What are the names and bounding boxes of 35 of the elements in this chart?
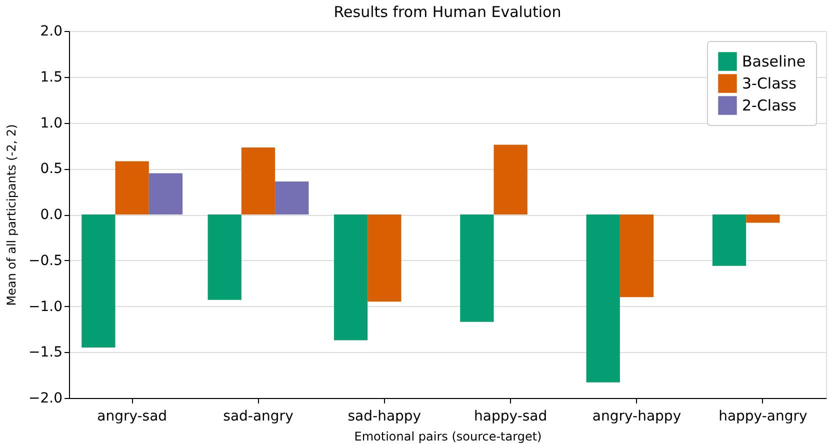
legend-label: Baseline [742, 52, 806, 70]
bar [241, 148, 276, 214]
bar [115, 161, 149, 214]
y-tick-label: −2.0 [28, 390, 62, 406]
bar [746, 214, 780, 223]
bar [368, 214, 402, 302]
x-tick-label: angry-happy [592, 408, 682, 424]
y-tick-label: −1.0 [28, 298, 62, 315]
x-axis-title: Emotional pairs (source-target) [354, 430, 542, 444]
bar [712, 214, 746, 266]
x-tick-label: happy-angry [718, 408, 808, 424]
bar [148, 173, 183, 214]
y-tick-label: 0.0 [40, 207, 62, 223]
y-tick-label: −1.5 [28, 344, 62, 361]
bar [334, 214, 368, 340]
chart-title: Results from Human Evalution [334, 3, 562, 21]
y-tick-label: 1.0 [40, 115, 62, 132]
legend-label: 3-Class [742, 74, 797, 92]
x-tick-label: angry-sad [97, 408, 168, 424]
x-tick-label: sad-happy [348, 408, 422, 424]
legend-label: 2-Class [742, 96, 797, 114]
y-axis-title: Mean of all participants (-2, 2) [4, 124, 19, 306]
bar [586, 214, 620, 382]
y-tick-label: 2.0 [40, 24, 62, 40]
x-tick-label: sad-angry [223, 408, 294, 424]
bar [275, 181, 309, 214]
bar [494, 144, 528, 214]
x-tick-label: happy-sad [474, 408, 548, 424]
bar [82, 214, 116, 348]
bar [208, 214, 242, 300]
y-tick-label: 1.5 [40, 69, 62, 86]
y-tick-label: −0.5 [28, 252, 62, 269]
bar [620, 214, 654, 298]
y-tick-label: 0.5 [40, 161, 62, 178]
bar [460, 214, 494, 322]
